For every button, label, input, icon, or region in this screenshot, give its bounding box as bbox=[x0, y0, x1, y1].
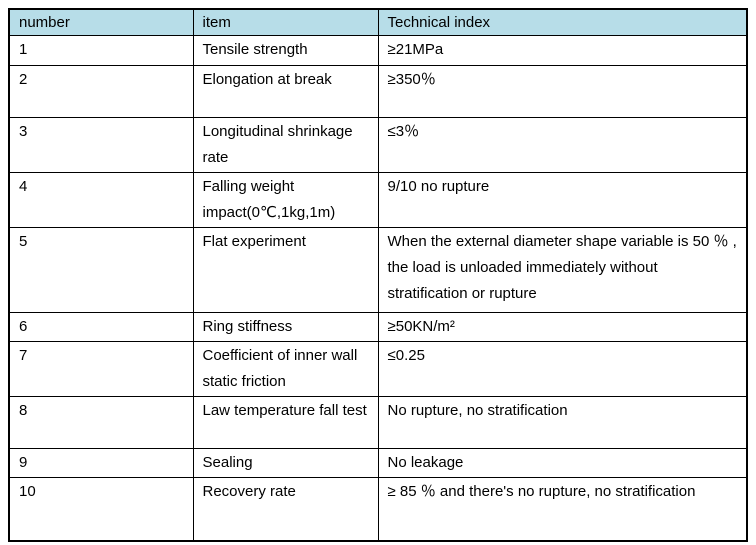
table-row: 10 Recovery rate ≥ 85 ％ and there's no r… bbox=[8, 477, 748, 542]
column-header-number: number bbox=[8, 8, 194, 36]
table-header: number item Technical index bbox=[8, 8, 748, 36]
table-row: 5 Flat experiment When the external diam… bbox=[8, 227, 748, 313]
table-cell-index: ≤3％ bbox=[377, 117, 748, 173]
table-cell-index: ≥50KN/m² bbox=[377, 312, 748, 342]
technical-index-table: number item Technical index 1 Tensile st… bbox=[8, 8, 748, 542]
table-cell-item: Longitudinal shrinkage rate bbox=[192, 117, 379, 173]
table-row: 3 Longitudinal shrinkage rate ≤3％ bbox=[8, 117, 748, 173]
table-cell-index: ≥350％ bbox=[377, 65, 748, 118]
table-cell-item: Falling weight impact(0℃,1kg,1m) bbox=[192, 172, 379, 228]
column-header-item: item bbox=[192, 8, 379, 36]
table-cell-item: Coefficient of inner wall static frictio… bbox=[192, 341, 379, 397]
table-cell-number: 7 bbox=[8, 341, 194, 397]
table-cell-index: ≥21MPa bbox=[377, 35, 748, 66]
table-cell-item: Law temperature fall test bbox=[192, 396, 379, 449]
table-cell-number: 6 bbox=[8, 312, 194, 342]
table-row: 6 Ring stiffness ≥50KN/m² bbox=[8, 312, 748, 342]
table-cell-item: Ring stiffness bbox=[192, 312, 379, 342]
table-row: 7 Coefficient of inner wall static frict… bbox=[8, 341, 748, 397]
table-cell-index: 9/10 no rupture bbox=[377, 172, 748, 228]
table-cell-item: Recovery rate bbox=[192, 477, 379, 542]
table-cell-number: 2 bbox=[8, 65, 194, 118]
table-cell-item: Sealing bbox=[192, 448, 379, 478]
table-row: 1 Tensile strength ≥21MPa bbox=[8, 35, 748, 66]
table-cell-index: When the external diameter shape variabl… bbox=[377, 227, 748, 313]
table-cell-number: 3 bbox=[8, 117, 194, 173]
table-header-row: number item Technical index bbox=[8, 8, 748, 36]
table-cell-number: 8 bbox=[8, 396, 194, 449]
table-row: 8 Law temperature fall test No rupture, … bbox=[8, 396, 748, 449]
table-cell-number: 5 bbox=[8, 227, 194, 313]
table-cell-item: Flat experiment bbox=[192, 227, 379, 313]
table-cell-number: 10 bbox=[8, 477, 194, 542]
table-row: 4 Falling weight impact(0℃,1kg,1m) 9/10 … bbox=[8, 172, 748, 228]
table-cell-number: 9 bbox=[8, 448, 194, 478]
table-cell-number: 1 bbox=[8, 35, 194, 66]
table-cell-item: Tensile strength bbox=[192, 35, 379, 66]
column-header-technical-index: Technical index bbox=[377, 8, 748, 36]
table-row: 9 Sealing No leakage bbox=[8, 448, 748, 478]
table-cell-index: No rupture, no stratification bbox=[377, 396, 748, 449]
table-row: 2 Elongation at break ≥350％ bbox=[8, 65, 748, 118]
table-cell-item: Elongation at break bbox=[192, 65, 379, 118]
table-cell-number: 4 bbox=[8, 172, 194, 228]
table-cell-index: ≤0.25 bbox=[377, 341, 748, 397]
table-cell-index: No leakage bbox=[377, 448, 748, 478]
table-cell-index: ≥ 85 ％ and there's no rupture, no strati… bbox=[377, 477, 748, 542]
